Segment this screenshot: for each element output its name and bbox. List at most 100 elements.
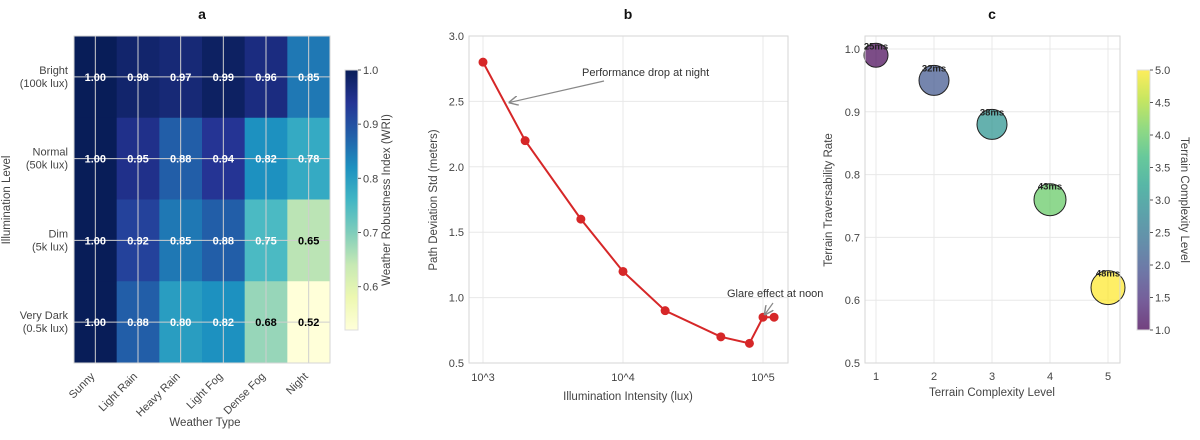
cell-value-label: 1.00 <box>85 154 106 166</box>
colorbar-tick-label: 2.5 <box>1155 228 1170 240</box>
y-tick-label: Bright (100k lux) <box>20 65 68 90</box>
panel-b-xlabel: Illumination Intensity (lux) <box>563 391 693 403</box>
data-point <box>744 338 754 348</box>
panel-c-scatter-chart: c Terrain Complexity Level Terrain Trave… <box>823 6 1190 399</box>
cell-value-label: 1.00 <box>85 235 106 247</box>
x-tick-label: Heavy Rain <box>134 371 183 420</box>
x-tick-label: 10^5 <box>751 372 775 384</box>
cell-value-label: 0.65 <box>298 235 319 247</box>
panel-c-ylabel: Terrain Traversability Rate <box>823 133 835 267</box>
cell-value-label: 1.00 <box>85 72 106 84</box>
data-point <box>660 306 670 316</box>
bubble-label: 38ms <box>980 107 1004 118</box>
cell-value-label: 0.96 <box>255 72 276 84</box>
colorbar-tick-label: 2.0 <box>1155 260 1170 272</box>
cell-value-label: 0.95 <box>127 154 148 166</box>
cell-value-label: 0.80 <box>170 317 191 329</box>
bubble-point <box>1090 270 1126 306</box>
colorbar-tick-label: 1.0 <box>363 65 378 77</box>
y-tick-label: 1.5 <box>449 227 464 239</box>
x-tick-label: 4 <box>1047 371 1053 383</box>
cell-value-label: 0.97 <box>170 72 191 84</box>
y-tick-label: 1.0 <box>449 293 464 305</box>
x-tick-label: Sunny <box>67 370 98 401</box>
colorbar-tick-label: 5.0 <box>1155 65 1170 77</box>
cell-value-label: 0.85 <box>170 235 191 247</box>
colorbar-tick-label: 1.0 <box>1155 325 1170 337</box>
y-tick-label: 1.0 <box>845 44 860 56</box>
data-point <box>478 57 488 67</box>
cell-value-label: 0.85 <box>298 72 319 84</box>
bubble-point <box>918 64 950 96</box>
panel-b-ylabel: Path Deviation Std (meters) <box>428 129 440 270</box>
bubble-point <box>976 108 1008 140</box>
colorbar-tick-label: 4.5 <box>1155 98 1170 110</box>
x-tick-label: 10^3 <box>471 372 495 384</box>
y-tick-label: 0.7 <box>845 232 860 244</box>
bubble-label: 43ms <box>1038 182 1062 193</box>
cell-value-label: 0.78 <box>298 154 319 166</box>
y-tick-label: 0.8 <box>845 170 860 182</box>
data-point <box>716 332 726 342</box>
data-point <box>618 266 628 276</box>
plot-frame <box>468 35 789 364</box>
x-tick-label: Light Rain <box>97 371 141 415</box>
y-tick-label: 2.5 <box>449 96 464 108</box>
data-point <box>758 312 768 322</box>
y-tick-label: Very Dark (0.5k lux) <box>20 310 69 335</box>
x-tick-label: Night <box>284 371 311 398</box>
x-tick-label: Dense Fog <box>222 371 269 418</box>
data-point <box>576 214 586 224</box>
colorbar <box>344 69 359 331</box>
annotation-arrow <box>765 302 773 314</box>
x-tick-label: 2 <box>931 371 937 383</box>
cell-value-label: 0.68 <box>255 317 276 329</box>
colorbar-tick-label: 3.5 <box>1155 163 1170 175</box>
panel-c-title: c <box>988 6 996 22</box>
x-tick-label: 10^4 <box>611 372 635 384</box>
cell-value-label: 0.52 <box>298 317 319 329</box>
bubble-label: 48ms <box>1096 269 1120 280</box>
annotation-arrow <box>510 80 605 102</box>
x-tick-label: Light Fog <box>185 371 226 412</box>
colorbar-tick-label: 0.8 <box>363 173 378 185</box>
plot-frame <box>864 35 1121 364</box>
cell-value-label: 0.75 <box>255 235 276 247</box>
panel-a-ylabel: Illumination Level <box>1 156 13 245</box>
panel-a-title: a <box>198 6 206 22</box>
colorbar-tick-label: 1.5 <box>1155 293 1170 305</box>
panel-b-title: b <box>624 6 633 22</box>
x-tick-label: 1 <box>873 371 879 383</box>
data-point <box>520 136 530 146</box>
cell-value-label: 0.99 <box>213 72 234 84</box>
y-tick-label: Dim (5k lux) <box>32 228 68 253</box>
colorbar-tick-label: 4.0 <box>1155 130 1170 142</box>
cell-value-label: 1.00 <box>85 317 106 329</box>
x-tick-label: 5 <box>1105 371 1111 383</box>
colorbar <box>1136 69 1151 331</box>
cell-value-label: 0.88 <box>170 154 191 166</box>
annotation-label: Glare effect at noon <box>727 288 823 300</box>
cell-value-label: 0.92 <box>127 235 148 247</box>
colorbar-tick-label: 0.9 <box>363 119 378 131</box>
bubble-point <box>863 42 889 68</box>
panel-c-xlabel: Terrain Complexity Level <box>929 387 1055 399</box>
panel-a-heatmap: a Weather Type Illumination Level Weathe… <box>1 6 393 429</box>
x-tick-label: 3 <box>989 371 995 383</box>
cell-value-label: 0.82 <box>255 154 276 166</box>
cell-value-label: 0.94 <box>213 154 235 166</box>
heatmap-frame <box>73 35 331 364</box>
y-tick-label: 0.5 <box>449 358 464 370</box>
plot-area <box>469 36 788 363</box>
y-tick-label: 0.6 <box>845 295 860 307</box>
y-tick-label: Normal (50k lux) <box>26 147 68 172</box>
cell-value-label: 0.82 <box>213 317 234 329</box>
panel-a-xlabel: Weather Type <box>169 417 240 429</box>
bubble-label: 32ms <box>922 63 946 74</box>
panel-c-colorbar-label: Terrain Complexity Level <box>1178 137 1190 263</box>
bubble-point <box>1033 183 1067 217</box>
panel-b-line-chart: b Illumination Intensity (lux) Path Devi… <box>428 6 823 403</box>
y-tick-label: 0.5 <box>845 358 860 370</box>
cell-value-label: 0.88 <box>127 317 148 329</box>
